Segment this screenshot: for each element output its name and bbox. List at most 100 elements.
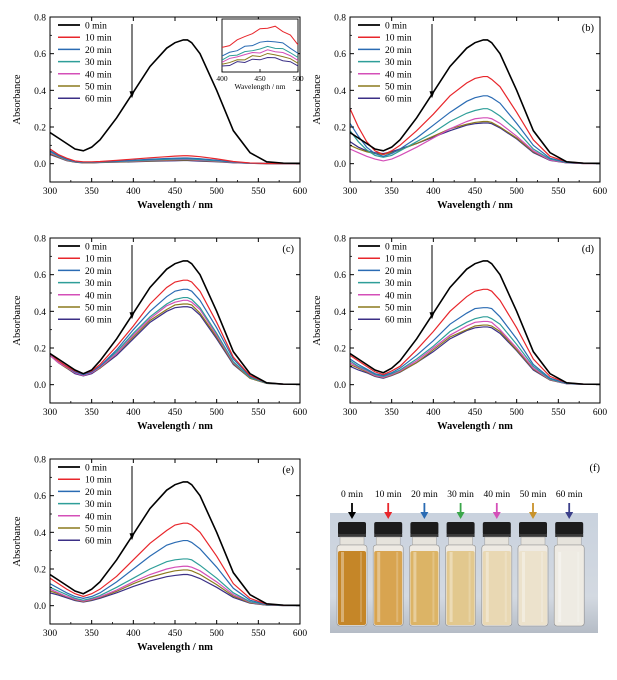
y-tick-label: 0.8 <box>34 456 46 466</box>
x-tick-label: 500 <box>210 629 225 639</box>
legend-label: 20 min <box>85 267 112 277</box>
chart-panel-1: 300 350 400 450 500 550 600 0.0 0.2 0.4 0.6 0.8 Wave… <box>312 14 607 212</box>
x-tick-label: 300 <box>43 408 58 418</box>
x-tick-label: 600 <box>593 408 608 418</box>
legend-label: 10 min <box>85 255 112 265</box>
x-tick-label: 600 <box>293 408 308 418</box>
x-tick-label: 350 <box>385 187 400 197</box>
vial-6: 60 min <box>553 490 585 627</box>
x-tick-label: 350 <box>85 408 100 418</box>
series-line-20-min <box>50 539 300 606</box>
vial-cap <box>374 522 403 535</box>
x-tick-label: 450 <box>168 408 183 418</box>
chart-panel-4: 300 350 400 450 500 550 600 0.0 0.2 0.4 0.6 0.8 Wave… <box>12 456 307 654</box>
x-tick-label: 300 <box>43 187 58 197</box>
y-tick-label: 0.4 <box>34 529 46 539</box>
legend: 0 min 10 min 20 min 30 min 40 min 50 min 60 mi… <box>58 22 135 105</box>
inset-series-line-60-min <box>222 56 298 67</box>
y-axis-label: Absorbance <box>312 74 323 124</box>
x-tick-label: 350 <box>385 408 400 418</box>
vial-highlight-right <box>577 552 580 622</box>
vial-highlight-right <box>360 552 362 622</box>
vial-highlight-right <box>504 552 507 622</box>
vial-cap-rim <box>555 534 584 537</box>
x-tick-label: 300 <box>343 187 358 197</box>
panel-label: (c) <box>282 244 294 255</box>
vial-neck <box>339 536 365 546</box>
legend: 0 min 10 min 20 min 30 min 40 min 50 min 60 mi… <box>58 464 135 547</box>
vial-label: 60 min <box>556 490 583 500</box>
x-tick-label: 300 <box>343 408 358 418</box>
legend-label: 50 min <box>85 525 112 535</box>
x-tick-label: 400 <box>126 408 141 418</box>
vial-cap <box>519 522 547 535</box>
x-tick-label: 500 <box>510 408 525 418</box>
legend-label: 50 min <box>385 83 412 93</box>
x-axis-label: Wavelength / nm <box>437 200 513 211</box>
vial-highlight-right <box>432 552 435 622</box>
vial-neck <box>520 536 546 546</box>
legend-label: 10 min <box>385 34 412 44</box>
vial-cap <box>338 522 366 535</box>
x-axis-label: Wavelength / nm <box>137 421 213 432</box>
vial-cap <box>410 522 439 535</box>
series-line-10-min <box>350 288 600 385</box>
y-tick-label: 0.4 <box>34 308 46 318</box>
legend-label: 30 min <box>385 279 412 289</box>
legend-label: 60 min <box>85 537 112 547</box>
inset-x-tick-label: 450 <box>254 74 266 83</box>
vial-cap <box>446 522 475 535</box>
vial-arrow-head <box>529 512 537 519</box>
series-group <box>350 260 600 386</box>
legend-label: 20 min <box>385 267 412 277</box>
series-group <box>50 39 300 165</box>
x-tick-label: 600 <box>293 629 308 639</box>
legend-label: 0 min <box>85 22 107 32</box>
vial-5: 50 min <box>517 490 549 627</box>
x-tick-label: 450 <box>168 629 183 639</box>
x-tick-label: 550 <box>251 187 266 197</box>
series-line-20-min <box>50 288 300 385</box>
chart-panel-2: 300 350 400 450 500 550 600 0.0 0.2 0.4 0.6 0.8 Wave… <box>12 235 307 433</box>
y-tick-label: 0.2 <box>334 345 346 355</box>
x-tick-label: 500 <box>210 187 225 197</box>
inset-x-tick-label: 400 <box>216 74 228 83</box>
y-tick-label: 0.4 <box>34 87 46 97</box>
legend-label: 60 min <box>385 95 412 105</box>
vial-arrow-head <box>384 512 393 519</box>
vial-highlight <box>449 552 453 622</box>
legend-label: 50 min <box>385 304 412 314</box>
legend-label: 0 min <box>85 464 107 474</box>
vial-arrow-head <box>456 512 465 519</box>
photo-panel: (f) 0 min 10 min 20 min 30 min 40 min 50 min 60… <box>330 463 600 633</box>
x-tick-label: 600 <box>593 187 608 197</box>
vial-liquid <box>410 551 439 625</box>
vial-label: 30 min <box>447 490 474 500</box>
vial-arrow-head <box>348 512 356 519</box>
vial-neck <box>375 536 401 546</box>
vial-liquid <box>519 551 547 625</box>
inset-series-line-30-min <box>222 45 298 61</box>
y-tick-label: 0.2 <box>34 345 46 355</box>
legend-label: 10 min <box>85 34 112 44</box>
x-tick-label: 550 <box>251 408 266 418</box>
legend-label: 30 min <box>85 58 112 68</box>
y-tick-label: 0.6 <box>334 50 346 60</box>
legend-label: 0 min <box>385 22 407 32</box>
legend: 0 min 10 min 20 min 30 min 40 min 50 min 60 mi… <box>358 243 435 326</box>
vial-highlight <box>558 552 562 622</box>
series-line-0-min <box>50 39 300 165</box>
y-tick-label: 0.6 <box>334 271 346 281</box>
y-tick-label: 0.6 <box>34 492 46 502</box>
x-tick-label: 350 <box>85 629 100 639</box>
vial-label: 20 min <box>411 490 438 500</box>
x-tick-label: 550 <box>251 629 266 639</box>
vial-arrow-head <box>565 512 574 519</box>
x-tick-label: 550 <box>551 408 566 418</box>
series-line-10-min <box>350 75 600 164</box>
vial-highlight <box>341 552 344 622</box>
vial-4: 40 min <box>481 490 513 627</box>
legend-label: 30 min <box>85 500 112 510</box>
series-line-30-min <box>350 108 600 165</box>
x-tick-label: 500 <box>510 187 525 197</box>
